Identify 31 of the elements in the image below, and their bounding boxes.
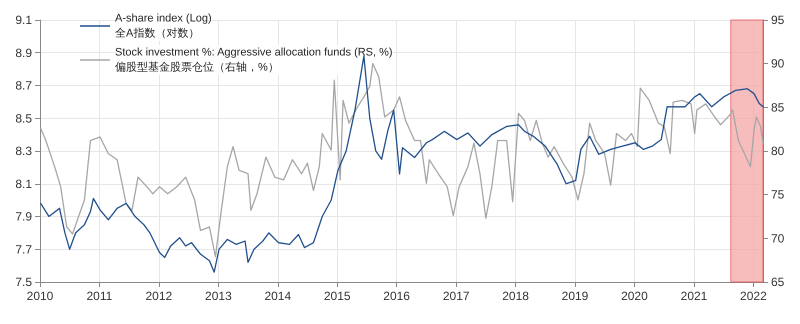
x-tick-label: 2017 xyxy=(442,289,470,303)
y2-tick-label: 70 xyxy=(771,231,785,246)
legend-label: Stock investment %: Aggressive allocation funds (RS, %) 偏股型基金股票仓位（右轴，%） xyxy=(115,46,393,74)
x-tick-label: 2020 xyxy=(621,289,648,303)
legend-label: A-share index (Log) 全A指数（对数） xyxy=(115,12,212,40)
y-tick-label: 8.3 xyxy=(15,144,32,158)
y2-tick-label: 80 xyxy=(771,144,785,158)
y-tick-label: 8.1 xyxy=(15,176,32,191)
y-tick-label: 9.1 xyxy=(15,13,32,27)
x-tick-label: 2014 xyxy=(264,289,292,303)
y2-tick-label: 95 xyxy=(771,13,785,27)
x-tick-label: 2021 xyxy=(680,289,708,303)
y2-tick-label: 75 xyxy=(771,188,785,202)
x-tick-label: 2016 xyxy=(383,289,410,303)
x-tick-label: 2019 xyxy=(562,289,589,303)
x-tick-label: 2010 xyxy=(26,289,54,303)
x-tick-label: 2012 xyxy=(145,289,172,303)
x-tick-label: 2015 xyxy=(324,289,351,303)
y-tick-label: 8.7 xyxy=(15,78,32,92)
x-tick-label: 2011 xyxy=(86,289,113,303)
y-tick-label: 7.7 xyxy=(15,242,32,256)
x-tick-label: 2022 xyxy=(740,289,768,303)
y-tick-label: 7.5 xyxy=(15,275,32,289)
y-tick-label: 8.9 xyxy=(15,46,32,60)
y-tick-label: 7.9 xyxy=(15,210,32,224)
x-tick-label: 2013 xyxy=(205,289,232,303)
y2-tick-label: 85 xyxy=(771,100,785,114)
y2-tick-label: 65 xyxy=(771,275,785,289)
y-tick-label: 8.5 xyxy=(15,111,32,126)
x-tick-label: 2018 xyxy=(502,289,530,303)
y2-tick-label: 90 xyxy=(771,56,785,71)
